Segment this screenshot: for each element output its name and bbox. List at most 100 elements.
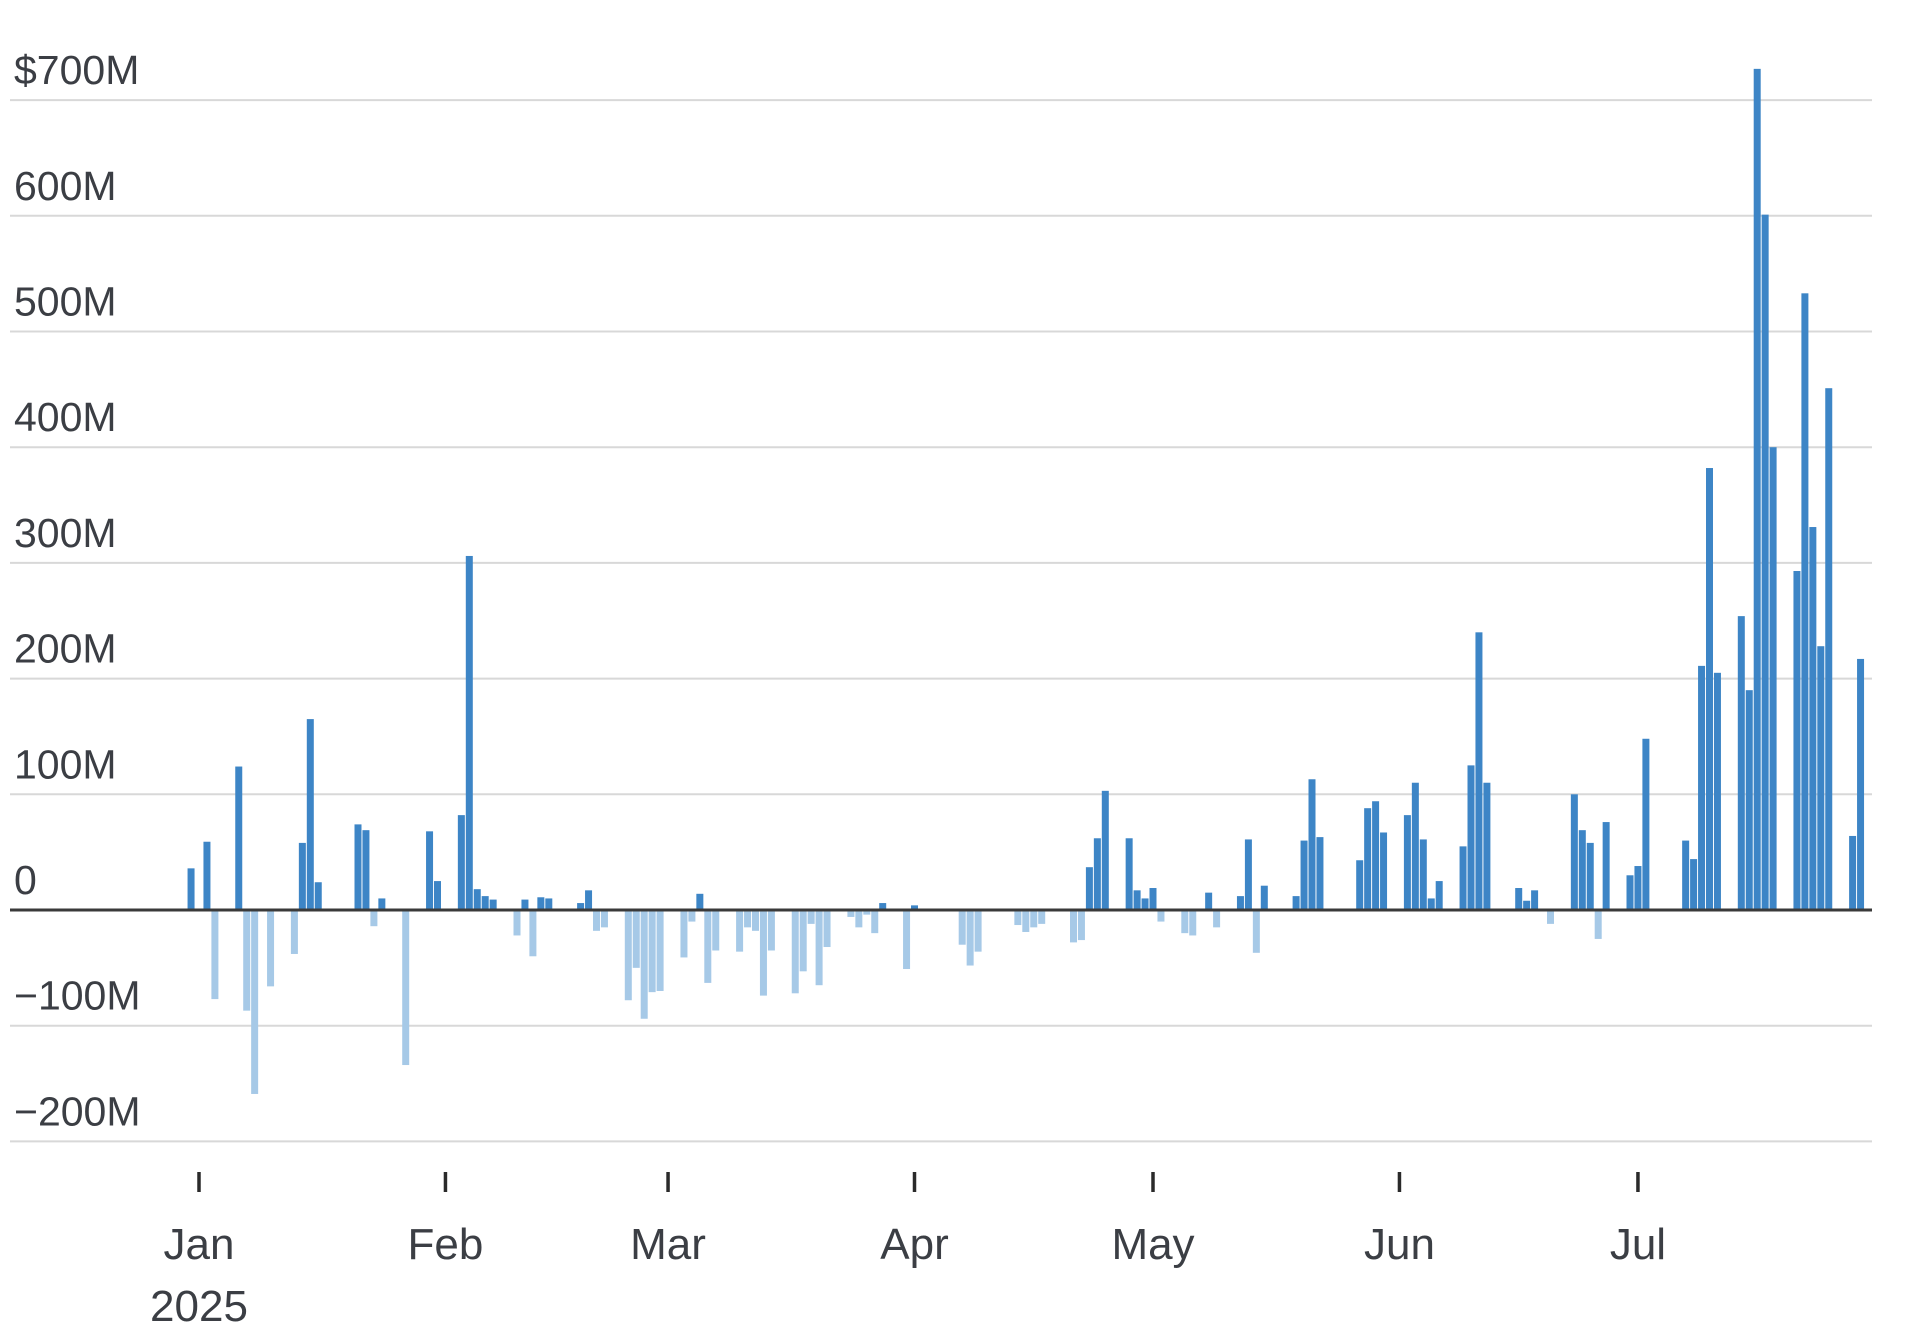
flow-bar[interactable] [1523, 900, 1531, 910]
flow-bar[interactable] [1022, 910, 1030, 932]
flow-bar[interactable] [1459, 846, 1467, 910]
flow-bar[interactable] [744, 910, 752, 928]
flow-bar[interactable] [203, 841, 211, 910]
flow-bar[interactable] [1483, 782, 1491, 910]
flow-bar[interactable] [736, 910, 744, 952]
flow-bar[interactable] [1260, 885, 1268, 910]
flow-bar[interactable] [1189, 910, 1197, 936]
flow-bar[interactable] [1737, 616, 1745, 910]
flow-bar[interactable] [211, 910, 219, 1000]
flow-bar[interactable] [1070, 910, 1077, 943]
flow-bar[interactable] [1403, 815, 1411, 910]
flow-bar[interactable] [362, 830, 370, 910]
flow-bar[interactable] [1252, 910, 1260, 953]
flow-bar[interactable] [1849, 835, 1857, 910]
flow-bar[interactable] [481, 896, 489, 910]
flow-bar[interactable] [1316, 837, 1324, 910]
flow-bar[interactable] [473, 889, 481, 910]
flow-bar[interactable] [1745, 690, 1753, 910]
flow-bar[interactable] [1642, 738, 1650, 910]
flow-bar[interactable] [1698, 665, 1706, 910]
flow-bar[interactable] [640, 910, 648, 1019]
flow-bar[interactable] [632, 910, 640, 968]
flow-bar[interactable] [1308, 779, 1316, 910]
flow-bar[interactable] [1236, 896, 1244, 910]
flow-bar[interactable] [1380, 832, 1388, 910]
flow-bar[interactable] [1030, 910, 1038, 928]
flow-bar[interactable] [426, 831, 434, 910]
flow-bar[interactable] [871, 910, 879, 934]
flow-bar[interactable] [815, 910, 823, 986]
flow-bar[interactable] [1244, 839, 1252, 910]
flow-bar[interactable] [1181, 910, 1189, 934]
flow-bar[interactable] [1531, 890, 1539, 910]
flow-bar[interactable] [752, 910, 759, 931]
flow-bar[interactable] [1213, 910, 1221, 928]
flow-bar[interactable] [791, 910, 799, 994]
flow-bar[interactable] [1038, 910, 1046, 924]
flow-bar[interactable] [1467, 765, 1475, 910]
flow-bar[interactable] [1809, 527, 1817, 910]
flow-bar[interactable] [966, 910, 974, 966]
flow-bar[interactable] [1761, 214, 1769, 910]
flow-bar[interactable] [855, 910, 863, 928]
flow-bar[interactable] [1793, 570, 1801, 910]
flow-bar[interactable] [585, 890, 593, 910]
flow-bar[interactable] [712, 910, 720, 951]
flow-bar[interactable] [1857, 658, 1865, 910]
flow-bar[interactable] [306, 719, 314, 910]
flow-bar[interactable] [243, 910, 251, 1011]
flow-bar[interactable] [1515, 888, 1523, 910]
flow-bar[interactable] [1133, 890, 1141, 910]
flow-bar[interactable] [1586, 842, 1594, 910]
flow-bar[interactable] [1547, 910, 1554, 924]
flow-bar[interactable] [465, 555, 473, 910]
flow-bar[interactable] [1801, 293, 1809, 911]
flow-bar[interactable] [1817, 646, 1825, 910]
flow-bar[interactable] [799, 910, 807, 972]
flow-bar[interactable] [1626, 875, 1634, 910]
flow-bar[interactable] [267, 910, 275, 987]
flow-bar[interactable] [1690, 859, 1698, 910]
flow-bar[interactable] [648, 910, 656, 993]
flow-bar[interactable] [1713, 672, 1721, 910]
flow-bar[interactable] [847, 910, 855, 917]
flow-bar[interactable] [863, 910, 871, 915]
flow-bar[interactable] [434, 881, 441, 910]
flow-bar[interactable] [879, 903, 887, 910]
flow-bar[interactable] [521, 899, 529, 910]
flow-bar[interactable] [600, 910, 608, 928]
flow-bar[interactable] [1085, 867, 1093, 910]
flow-bar[interactable] [1149, 888, 1157, 910]
flow-bar[interactable] [1356, 860, 1364, 910]
flow-bar[interactable] [290, 910, 298, 954]
flow-bar[interactable] [1419, 839, 1427, 910]
flow-bar[interactable] [974, 910, 982, 952]
flow-bar[interactable] [1205, 892, 1213, 910]
flow-bar[interactable] [1077, 910, 1085, 941]
flow-bar[interactable] [235, 766, 243, 910]
flow-bar[interactable] [911, 905, 918, 910]
flow-bar[interactable] [1825, 388, 1833, 910]
flow-bar[interactable] [1364, 808, 1372, 910]
flow-bar[interactable] [1300, 840, 1308, 910]
flow-bar[interactable] [354, 824, 362, 910]
flow-bar[interactable] [187, 868, 195, 910]
flow-bar[interactable] [1594, 910, 1602, 939]
flow-bar[interactable] [1682, 840, 1690, 910]
flow-bar[interactable] [1634, 866, 1642, 910]
flow-bar[interactable] [1475, 632, 1483, 910]
flow-bar[interactable] [624, 910, 632, 1001]
flow-bar[interactable] [489, 899, 497, 910]
flow-bar[interactable] [1101, 790, 1109, 910]
flow-bar[interactable] [696, 893, 704, 910]
flow-bar[interactable] [314, 882, 322, 910]
flow-bar[interactable] [688, 910, 696, 922]
flow-bar[interactable] [1157, 910, 1165, 922]
flow-bar[interactable] [1093, 838, 1101, 910]
flow-bar[interactable] [1411, 782, 1419, 910]
flow-bar[interactable] [704, 910, 712, 983]
flow-bar[interactable] [680, 910, 688, 958]
flow-bar[interactable] [378, 898, 386, 910]
flow-bar[interactable] [1769, 447, 1777, 910]
